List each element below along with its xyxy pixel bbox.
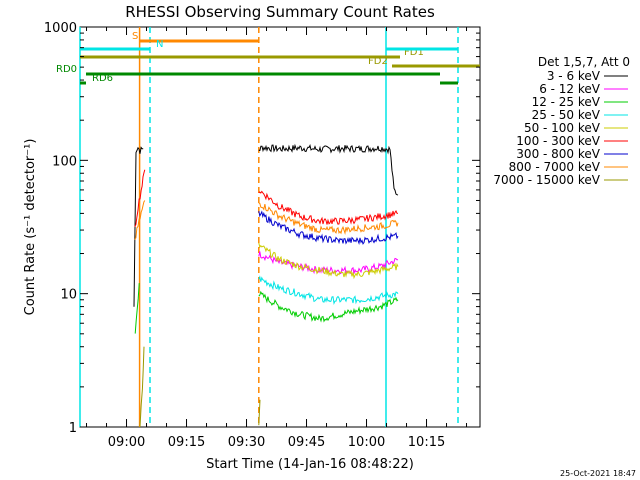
legend-entry-label: 800 - 7000 keV — [509, 160, 601, 174]
x-tick-label: 09:30 — [228, 435, 265, 450]
x-tick-label: 09:45 — [288, 435, 325, 450]
x-axis-ticks: 09:00 09:15 09:30 09:45 10:00 10:15 — [86, 27, 468, 450]
legend-entry-label: 3 - 6 keV — [547, 69, 601, 83]
y-tick-label: 1 — [69, 421, 77, 436]
vertical-markers — [79, 27, 459, 427]
flag-bar-label: RD6 — [92, 73, 113, 84]
flag-bar-label: RD0 — [56, 64, 77, 75]
y-tick-label: 100 — [52, 154, 77, 169]
series-line — [133, 146, 144, 307]
series-line — [258, 210, 399, 246]
x-axis-label: Start Time (14-Jan-16 08:48:22) — [206, 457, 414, 472]
series-line — [258, 399, 261, 426]
series-line — [258, 190, 399, 225]
x-tick-label: 09:00 — [108, 435, 145, 450]
y-tick-label: 1000 — [44, 21, 77, 36]
y-axis-ticks: 1 10 100 1000 — [44, 21, 480, 436]
series-line — [134, 169, 146, 228]
legend-entry-label: 25 - 50 keV — [532, 108, 601, 122]
legend-entry-label: 100 - 300 keV — [516, 134, 600, 148]
x-tick-label: 09:15 — [168, 435, 205, 450]
y-axis-label: Count Rate (s⁻¹ detector⁻¹) — [23, 139, 38, 316]
legend-entry-label: 7000 - 15000 keV — [493, 173, 600, 187]
series-line — [134, 283, 140, 334]
series-line — [134, 200, 146, 240]
flag-bars: S N FD1 FD2 RD0 RD6 — [56, 31, 480, 85]
flag-bar-label: FD2 — [368, 56, 388, 67]
series-lines — [133, 143, 399, 428]
legend-entry-label: 300 - 800 keV — [516, 147, 600, 161]
chart-title: RHESSI Observing Summary Count Rates — [125, 3, 435, 21]
series-line — [258, 242, 399, 280]
y-tick-label: 10 — [60, 288, 77, 303]
legend-title: Det 1,5,7, Att 0 — [538, 55, 630, 69]
legend-entry-label: 50 - 100 keV — [524, 121, 601, 135]
flag-bar-label: N — [156, 39, 163, 50]
series-line — [139, 346, 145, 428]
flag-bar-label: FD1 — [404, 47, 424, 58]
series-line — [258, 143, 399, 196]
series-line — [258, 202, 399, 235]
x-tick-label: 10:15 — [408, 435, 445, 450]
legend-entry-label: 6 - 12 keV — [539, 82, 601, 96]
x-tick-label: 10:00 — [348, 435, 385, 450]
series-line — [258, 290, 399, 323]
legend-entry-label: 12 - 25 keV — [532, 95, 601, 109]
flag-bar-label: S — [132, 31, 138, 42]
series-line — [258, 275, 399, 306]
timestamp: 25-Oct-2021 18:47 — [560, 469, 636, 478]
